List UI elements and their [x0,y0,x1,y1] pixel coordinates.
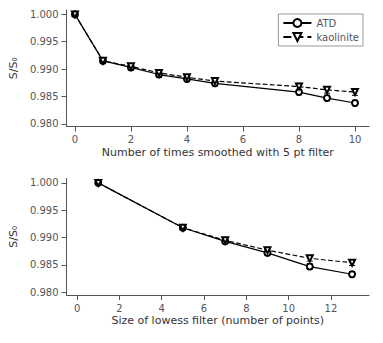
svg-text:0.990: 0.990 [30,64,59,75]
svg-text:2: 2 [128,134,134,145]
svg-text:0.995: 0.995 [30,205,59,216]
svg-text:S/S₀: S/S₀ [7,225,20,248]
svg-text:kaolinite: kaolinite [316,32,359,43]
svg-text:12: 12 [325,303,338,314]
svg-text:10: 10 [282,303,295,314]
svg-text:1.000: 1.000 [30,9,59,20]
svg-text:0.985: 0.985 [30,259,59,270]
svg-text:6: 6 [201,303,207,314]
svg-text:Number of times smoothed with: Number of times smoothed with 5 pt filte… [102,146,334,159]
svg-text:ATD: ATD [316,18,336,29]
svg-text:4: 4 [159,303,165,314]
svg-text:1.000: 1.000 [30,177,59,188]
svg-text:10: 10 [349,134,362,145]
svg-text:0.990: 0.990 [30,232,59,243]
svg-text:6: 6 [240,134,246,145]
svg-text:8: 8 [243,303,249,314]
svg-text:Size of lowess filter (number: Size of lowess filter (number of points) [111,314,324,327]
svg-text:0.985: 0.985 [30,91,59,102]
svg-text:0.980: 0.980 [30,287,59,298]
svg-text:2: 2 [116,303,122,314]
svg-text:4: 4 [184,134,190,145]
svg-text:8: 8 [296,134,302,145]
svg-text:0.980: 0.980 [30,118,59,129]
svg-text:S/S₀: S/S₀ [7,57,20,80]
svg-text:0: 0 [74,303,80,314]
svg-text:0: 0 [72,134,78,145]
svg-text:0.995: 0.995 [30,36,59,47]
